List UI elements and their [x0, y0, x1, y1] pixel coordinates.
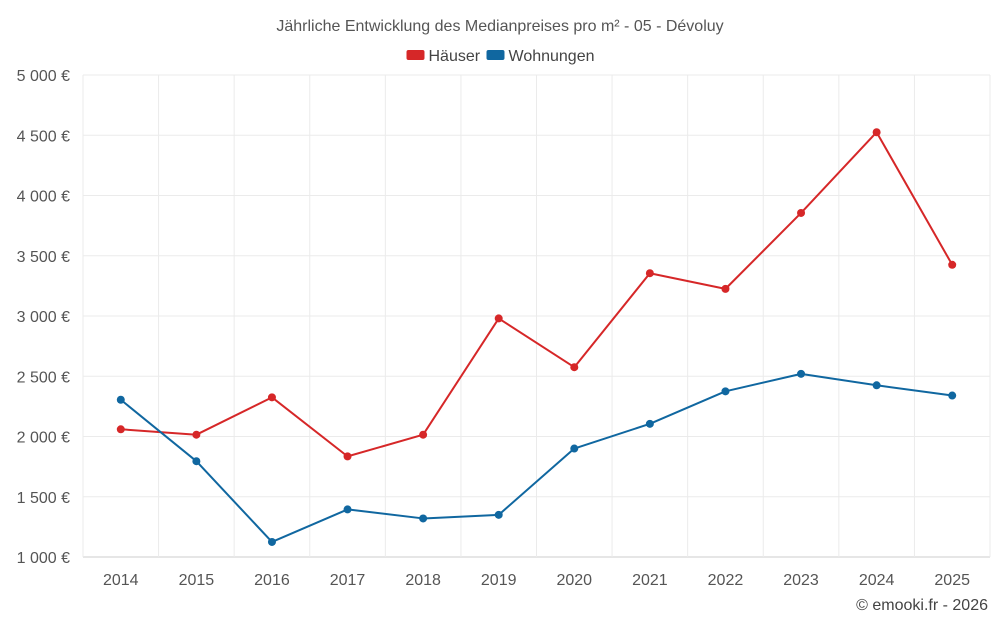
- grid-lines: [82, 74, 991, 558]
- x-tick-label: 2025: [934, 572, 970, 589]
- x-tick-label: 2014: [103, 572, 139, 589]
- x-tick-label: 2019: [481, 572, 517, 589]
- data-point[interactable]: [948, 391, 957, 400]
- series-line-wohnungen: [120, 372, 953, 543]
- data-point[interactable]: [192, 430, 201, 439]
- y-tick-label: 2 500 €: [17, 369, 70, 386]
- data-point[interactable]: [872, 381, 881, 390]
- y-tick-label: 4 000 €: [17, 189, 70, 206]
- data-point[interactable]: [116, 425, 125, 434]
- x-tick-label: 2022: [708, 572, 744, 589]
- x-axis-ticks: 2014 2015 2016 2017 2018 2019 2020 2021 2022 2023…: [103, 572, 970, 589]
- data-point[interactable]: [721, 387, 730, 396]
- y-axis-ticks: 1 000 € 1 500 € 2 000 € 2 500 € 3 000 € 3 500…: [17, 68, 70, 567]
- chart-title: Jährliche Entwicklung des Medianpreises …: [276, 18, 723, 35]
- y-tick-label: 1 000 €: [17, 550, 70, 567]
- data-point[interactable]: [343, 452, 352, 461]
- data-point[interactable]: [948, 260, 957, 269]
- y-tick-label: 3 500 €: [17, 249, 70, 266]
- data-point[interactable]: [494, 314, 503, 323]
- data-point[interactable]: [116, 395, 125, 404]
- data-point[interactable]: [645, 269, 654, 278]
- x-tick-label: 2023: [783, 572, 819, 589]
- data-point[interactable]: [419, 514, 428, 523]
- data-point[interactable]: [267, 393, 276, 402]
- y-tick-label: 1 500 €: [17, 490, 70, 507]
- data-point[interactable]: [872, 128, 881, 137]
- x-tick-label: 2018: [405, 572, 441, 589]
- x-tick-label: 2020: [556, 572, 592, 589]
- data-point[interactable]: [267, 537, 276, 546]
- series-group: [116, 128, 957, 546]
- data-point[interactable]: [797, 208, 806, 217]
- data-point[interactable]: [797, 369, 806, 378]
- x-tick-label: 2017: [330, 572, 366, 589]
- data-point[interactable]: [494, 510, 503, 519]
- x-tick-label: 2016: [254, 572, 290, 589]
- y-tick-label: 5 000 €: [17, 68, 70, 85]
- legend-swatch[interactable]: [406, 50, 425, 60]
- legend: Häuser Wohnungen: [406, 48, 595, 65]
- legend-label[interactable]: Häuser: [429, 48, 481, 65]
- x-tick-label: 2024: [859, 572, 895, 589]
- y-tick-label: 2 000 €: [17, 430, 70, 447]
- legend-label[interactable]: Wohnungen: [509, 48, 595, 65]
- data-point[interactable]: [570, 363, 579, 372]
- legend-swatch[interactable]: [486, 50, 505, 60]
- data-point[interactable]: [419, 430, 428, 439]
- data-point[interactable]: [645, 419, 654, 428]
- credit-text: © emooki.fr - 2026: [856, 597, 988, 614]
- x-tick-label: 2015: [179, 572, 215, 589]
- data-point[interactable]: [721, 284, 730, 293]
- data-point[interactable]: [570, 444, 579, 453]
- series-line-haeuser: [120, 131, 954, 458]
- y-tick-label: 3 000 €: [17, 309, 70, 326]
- x-tick-label: 2021: [632, 572, 668, 589]
- y-tick-label: 4 500 €: [17, 128, 70, 145]
- data-point[interactable]: [192, 457, 201, 466]
- data-point[interactable]: [343, 505, 352, 514]
